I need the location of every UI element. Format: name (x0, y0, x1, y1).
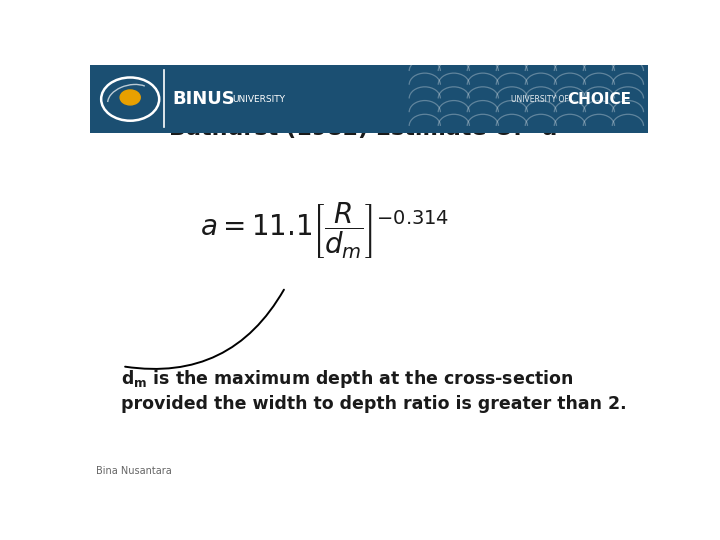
Text: Bina Nusantara: Bina Nusantara (96, 465, 171, 476)
Text: provided the width to depth ratio is greater than 2.: provided the width to depth ratio is gre… (121, 395, 626, 413)
Text: UNIVERSITY: UNIVERSITY (233, 94, 285, 104)
Text: $\mathbf{d_m}$ is the maximum depth at the cross-section: $\mathbf{d_m}$ is the maximum depth at t… (121, 368, 573, 390)
FancyBboxPatch shape (90, 65, 648, 133)
Text: $a = 11.1\left[\dfrac{R}{d_m}\right]^{-0.314}$: $a = 11.1\left[\dfrac{R}{d_m}\right]^{-0… (199, 201, 449, 261)
Text: CHOICE: CHOICE (567, 92, 631, 106)
Text: BINUS: BINUS (173, 90, 235, 108)
Circle shape (120, 90, 140, 105)
Text: UNIVERSITY OF: UNIVERSITY OF (511, 94, 569, 104)
Text: Bathurst (1982) Estimate Of "a": Bathurst (1982) Estimate Of "a" (169, 119, 569, 139)
FancyArrowPatch shape (125, 289, 284, 369)
